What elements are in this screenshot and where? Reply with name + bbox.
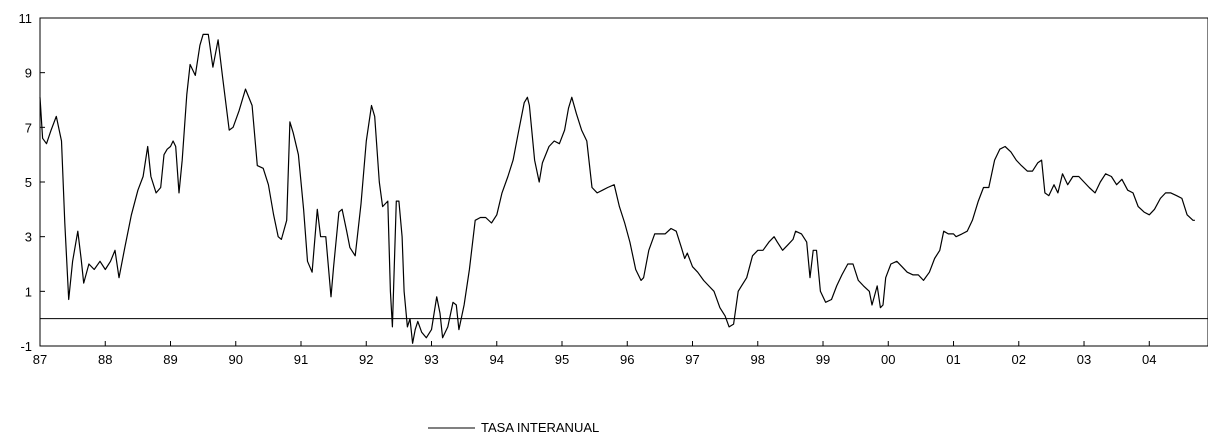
x-tick-label: 96 — [620, 352, 634, 367]
y-tick-label: -1 — [20, 339, 32, 354]
y-tick-label: 1 — [25, 284, 32, 299]
plot-area — [39, 17, 1208, 347]
x-tick-label: 04 — [1142, 352, 1156, 367]
y-tick-label: 5 — [25, 175, 32, 190]
y-tick-label: 7 — [25, 120, 32, 135]
x-tick-label: 01 — [946, 352, 960, 367]
x-tick-label: 99 — [816, 352, 830, 367]
x-tick-label: 92 — [359, 352, 373, 367]
x-tick-label: 88 — [98, 352, 112, 367]
x-tick-label: 90 — [229, 352, 243, 367]
x-tick-label: 93 — [424, 352, 438, 367]
x-tick-label: 95 — [555, 352, 569, 367]
x-tick-label: 89 — [163, 352, 177, 367]
x-axis: 87 88 89 90 91 92 93 94 95 96 97 98 99 00 01 02 03 04 — [33, 341, 1157, 367]
x-tick-label: 02 — [1012, 352, 1026, 367]
x-tick-label: 91 — [294, 352, 308, 367]
x-tick-label: 03 — [1077, 352, 1091, 367]
y-tick-label: 11 — [19, 11, 33, 26]
series-line-tasa-interanual — [39, 33, 1195, 344]
y-tick-label: 3 — [25, 230, 32, 245]
x-tick-label: 94 — [490, 352, 504, 367]
legend-label: TASA INTERANUAL — [481, 420, 599, 435]
x-tick-label: 98 — [751, 352, 765, 367]
y-tick-label: 9 — [25, 66, 32, 81]
x-tick-label: 87 — [33, 352, 47, 367]
legend: TASA INTERANUAL — [428, 420, 599, 435]
y-axis: -1 1 3 5 7 9 11 — [19, 11, 45, 354]
series-layer — [39, 33, 1195, 344]
x-tick-label: 00 — [881, 352, 895, 367]
x-tick-label: 97 — [685, 352, 699, 367]
